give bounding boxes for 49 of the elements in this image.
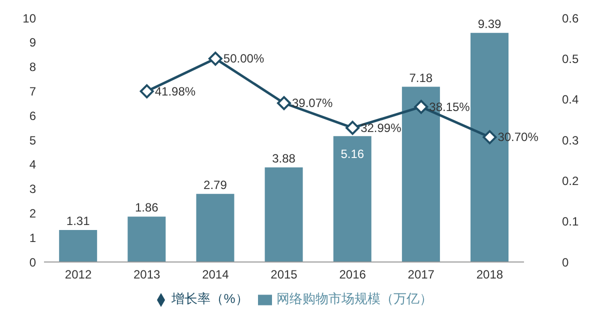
x-tick-label: 2018 <box>476 268 504 282</box>
legend-label: 增长率（%） <box>172 291 248 306</box>
y2-tick-label: 0.2 <box>562 174 580 188</box>
y-tick-label: 5 <box>29 133 36 148</box>
data-label: 2.79 <box>204 178 228 192</box>
y2-tick-label: 0.5 <box>562 52 580 66</box>
x-tick-label: 2012 <box>64 268 92 282</box>
bar <box>128 216 166 262</box>
data-label: 5.16 <box>340 147 364 162</box>
legend-label: 网络购物市场规模（万亿） <box>276 291 432 306</box>
y2-tick-label: 0.3 <box>562 133 580 148</box>
data-label: 41.98% <box>154 84 196 98</box>
y2-tick-label: 0.6 <box>562 11 580 26</box>
bar <box>333 136 372 262</box>
y-tick-label: 7 <box>29 84 36 98</box>
x-tick-label: 2014 <box>202 268 230 282</box>
data-label: 39.07% <box>292 96 334 110</box>
x-tick-label: 2013 <box>134 268 161 282</box>
y-tick-label: 8 <box>29 60 36 74</box>
data-label: 32.99% <box>360 120 402 135</box>
bar <box>59 230 98 262</box>
y-tick-label: 9 <box>29 36 36 50</box>
point <box>208 52 222 66</box>
y-tick-label: 6 <box>29 108 36 123</box>
y-tick-label: 10 <box>22 11 36 26</box>
data-label: 7.18 <box>409 70 433 85</box>
data-label: 1.86 <box>134 200 159 215</box>
point <box>414 100 428 114</box>
y-tick-label: 4 <box>29 158 36 172</box>
x-tick-label: 2017 <box>408 268 435 282</box>
data-label: 50.00% <box>223 52 264 66</box>
point <box>140 84 154 98</box>
y-tick-label: 0 <box>29 255 36 270</box>
y-tick-label: 1 <box>29 230 36 245</box>
data-label: 9.39 <box>478 16 502 31</box>
bar <box>196 194 234 262</box>
point <box>277 96 291 110</box>
point <box>346 120 360 135</box>
y-tick-label: 2 <box>29 206 36 220</box>
data-label: 3.88 <box>272 151 296 166</box>
data-label: 1.31 <box>66 214 90 228</box>
y2-tick-label: 0 <box>562 255 569 270</box>
bar <box>264 167 303 262</box>
y-tick-label: 3 <box>29 182 36 196</box>
x-tick-label: 2016 <box>339 268 366 282</box>
y2-tick-label: 0.4 <box>562 92 580 107</box>
y2-tick-label: 0.1 <box>562 214 580 229</box>
point <box>482 130 497 144</box>
x-tick-label: 2015 <box>270 268 298 282</box>
